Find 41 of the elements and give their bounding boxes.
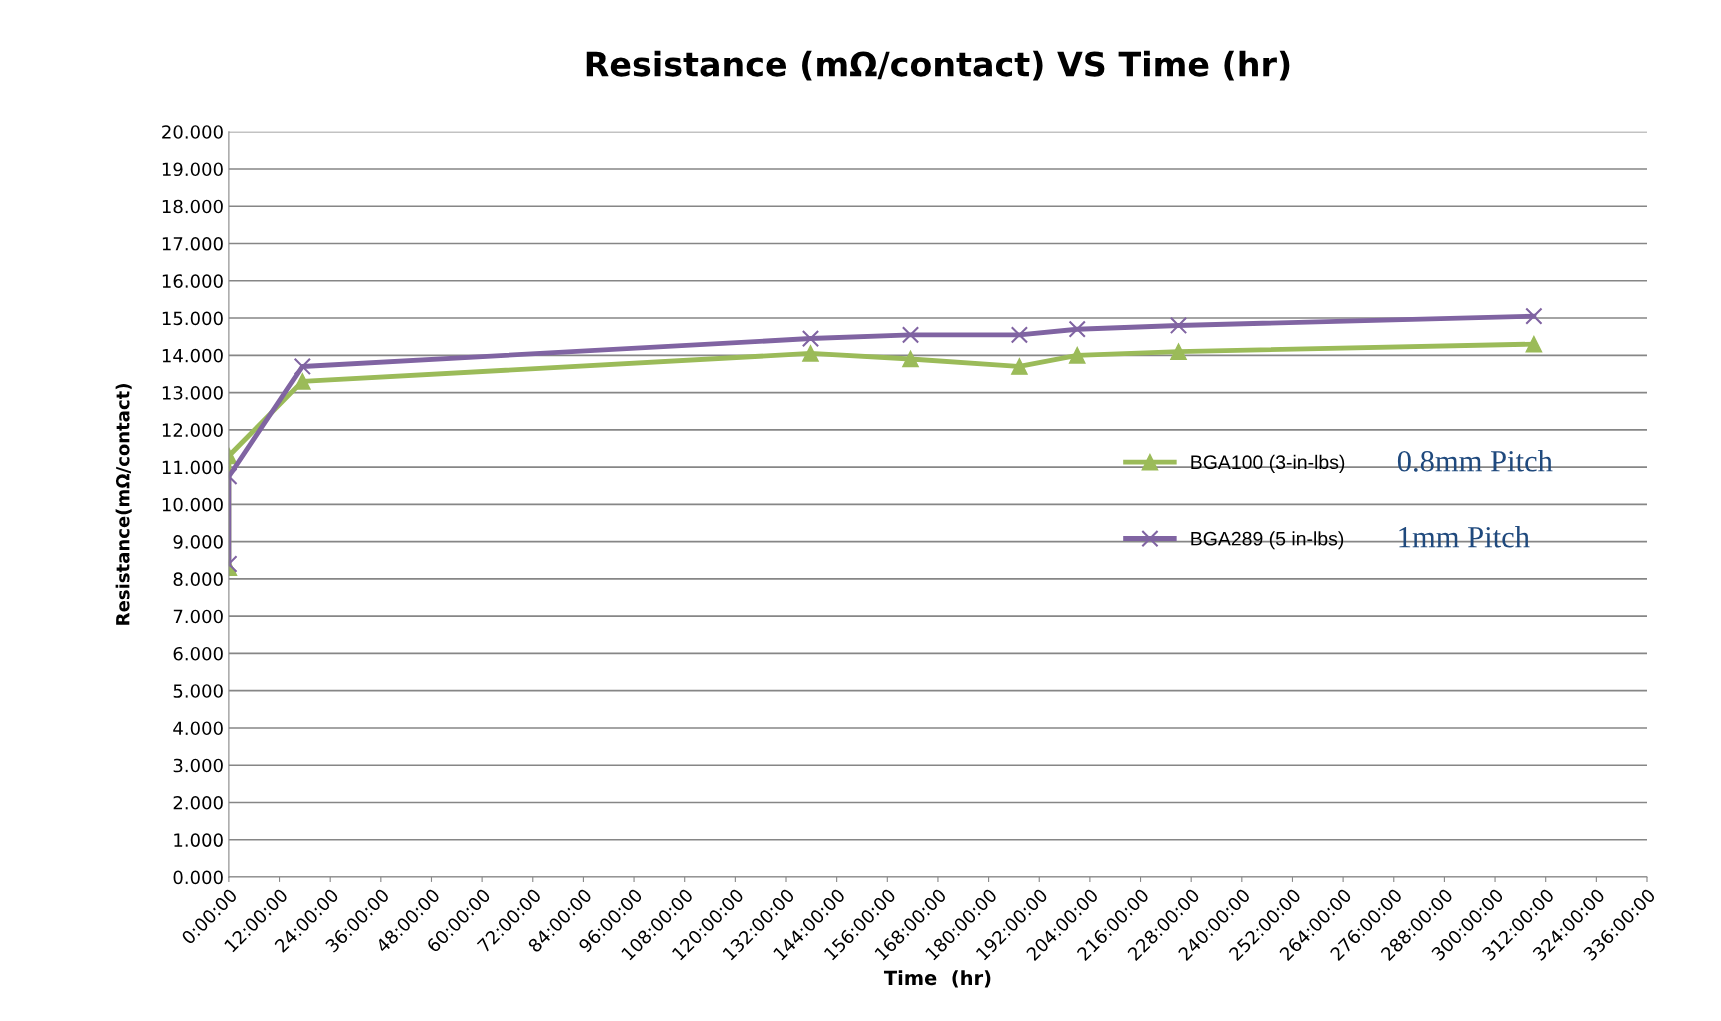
- y-tick-label: 7.000: [173, 609, 223, 624]
- y-tick-label: 10.000: [162, 497, 223, 512]
- y-tick-label: 11.000: [162, 460, 223, 475]
- y-tick-label: 19.000: [162, 162, 223, 177]
- annotation: 0.8mm Pitch: [1397, 450, 1553, 472]
- point: [1525, 307, 1543, 325]
- x-axis-title: Time (hr): [883, 970, 991, 988]
- y-tick-label: 8.000: [173, 572, 223, 587]
- y-tick-label: 17.000: [162, 236, 223, 251]
- y-tick-label: 20.000: [162, 125, 223, 139]
- point: [1525, 335, 1543, 353]
- y-tick-label: 4.000: [173, 721, 223, 736]
- y-tick-label: 3.000: [173, 758, 223, 773]
- y-tick-label: 9.000: [173, 535, 223, 549]
- point: [802, 345, 819, 362]
- annotation: 1mm Pitch: [1399, 525, 1530, 548]
- y-tick-label: 16.000: [162, 274, 223, 288]
- point: [1068, 320, 1086, 338]
- chart-title: Resistance (mΩ/contact) VS Time (hr): [586, 50, 1290, 81]
- point: [1170, 343, 1187, 360]
- point: [1169, 316, 1188, 335]
- y-tick-label: 13.000: [162, 386, 223, 400]
- point: [902, 350, 919, 368]
- point: [801, 329, 820, 348]
- legend-label: BGA289 (5 in-lbs): [1191, 531, 1344, 550]
- legend-label: BGA100 (3-in-lbs): [1191, 454, 1345, 473]
- point: [293, 357, 312, 376]
- y-tick-label: 18.000: [162, 199, 223, 214]
- y-tick-label: 2.000: [173, 795, 223, 810]
- y-tick-label: 5.000: [173, 684, 223, 698]
- y-tick-label: 14.000: [162, 348, 223, 363]
- y-tick-label: 0.000: [173, 870, 223, 885]
- point: [1011, 358, 1028, 375]
- y-tick-label: 6.000: [173, 646, 223, 661]
- point: [1068, 346, 1086, 364]
- point: [1010, 326, 1029, 344]
- y-tick-label: 12.000: [162, 423, 223, 437]
- y-tick-label: 15.000: [162, 311, 223, 326]
- y-tick-label: 1.000: [174, 833, 223, 847]
- point: [901, 326, 920, 344]
- y-axis-title: Resistance(mΩ/contact): [115, 384, 132, 625]
